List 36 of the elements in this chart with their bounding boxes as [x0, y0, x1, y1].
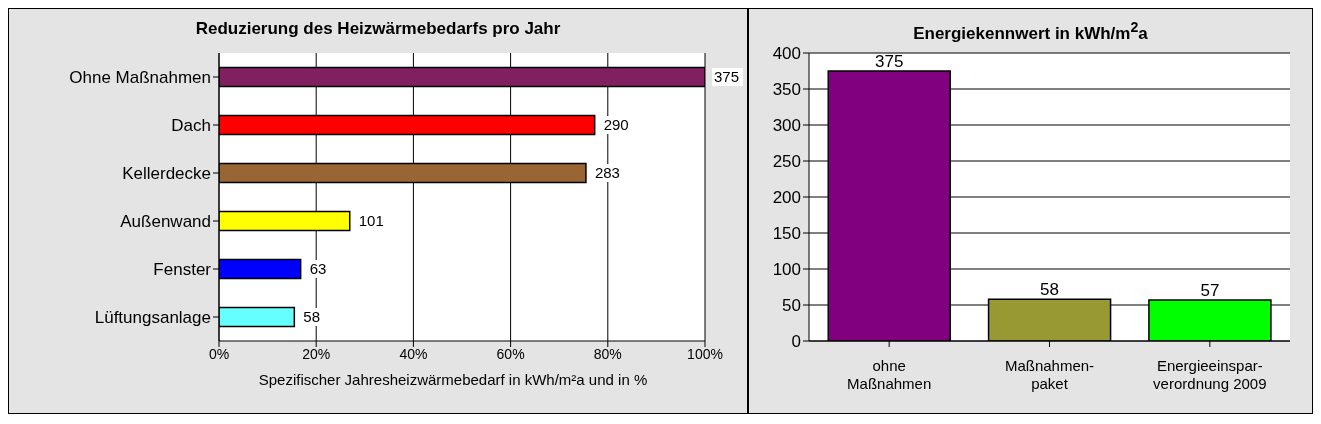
annotation: 290 [603, 116, 629, 133]
y-tick-label: 400 [772, 44, 801, 64]
annotation: 375 [714, 68, 740, 85]
x-tick-label: 80% [593, 345, 622, 362]
annotation: 283 [594, 164, 620, 181]
data-label: 375 [875, 52, 904, 71]
y-tick-label: 300 [772, 116, 801, 136]
y-tick-label: 50 [782, 296, 801, 316]
y-tick-label: 100 [772, 260, 801, 280]
x-tick-label: Maßnahmen- paket [1004, 357, 1095, 392]
x-tick-label: 60% [496, 345, 525, 362]
x-tick-label: 40% [399, 345, 428, 362]
x-tick-label: 20% [302, 345, 331, 362]
annotation: 101 [358, 212, 384, 229]
y-tick-label: Außenwand [120, 212, 211, 232]
y-tick-label: 250 [772, 152, 801, 172]
y-tick-label: Dach [171, 116, 211, 136]
x-axis-title: Spezifischer Jahresheizwärmebedarf in kWh/m²a und in % [257, 371, 649, 388]
data-label: 58 [1040, 280, 1060, 300]
annotation: 63 [309, 260, 327, 277]
annotation: 58 [303, 308, 321, 325]
data-label: 57 [1200, 280, 1220, 300]
y-tick-label: Ohne Maßnahmen [69, 68, 211, 88]
y-tick-label: Fenster [153, 260, 212, 280]
y-tick-label: 150 [772, 224, 801, 244]
chart-title: Energiekennwert in kWh/m$^{2}$a [912, 18, 1149, 45]
y-tick-label: Kellerdecke [122, 164, 211, 184]
x-tick-label: 100% [687, 345, 723, 362]
x-tick-label: Energieeinspar- verordnung 2009 [1153, 357, 1267, 392]
x-tick-label: 0% [208, 345, 230, 362]
chart-title: Reduzierung des Heizwärmebedarfs pro Jahr [194, 18, 562, 40]
y-tick-label: 200 [772, 188, 801, 208]
y-tick-label: 350 [772, 80, 801, 100]
y-tick-label: 0 [791, 332, 801, 352]
x-tick-label: ohne Maßnahmen [847, 357, 932, 392]
y-tick-label: Lüftungsanlage [94, 308, 211, 328]
